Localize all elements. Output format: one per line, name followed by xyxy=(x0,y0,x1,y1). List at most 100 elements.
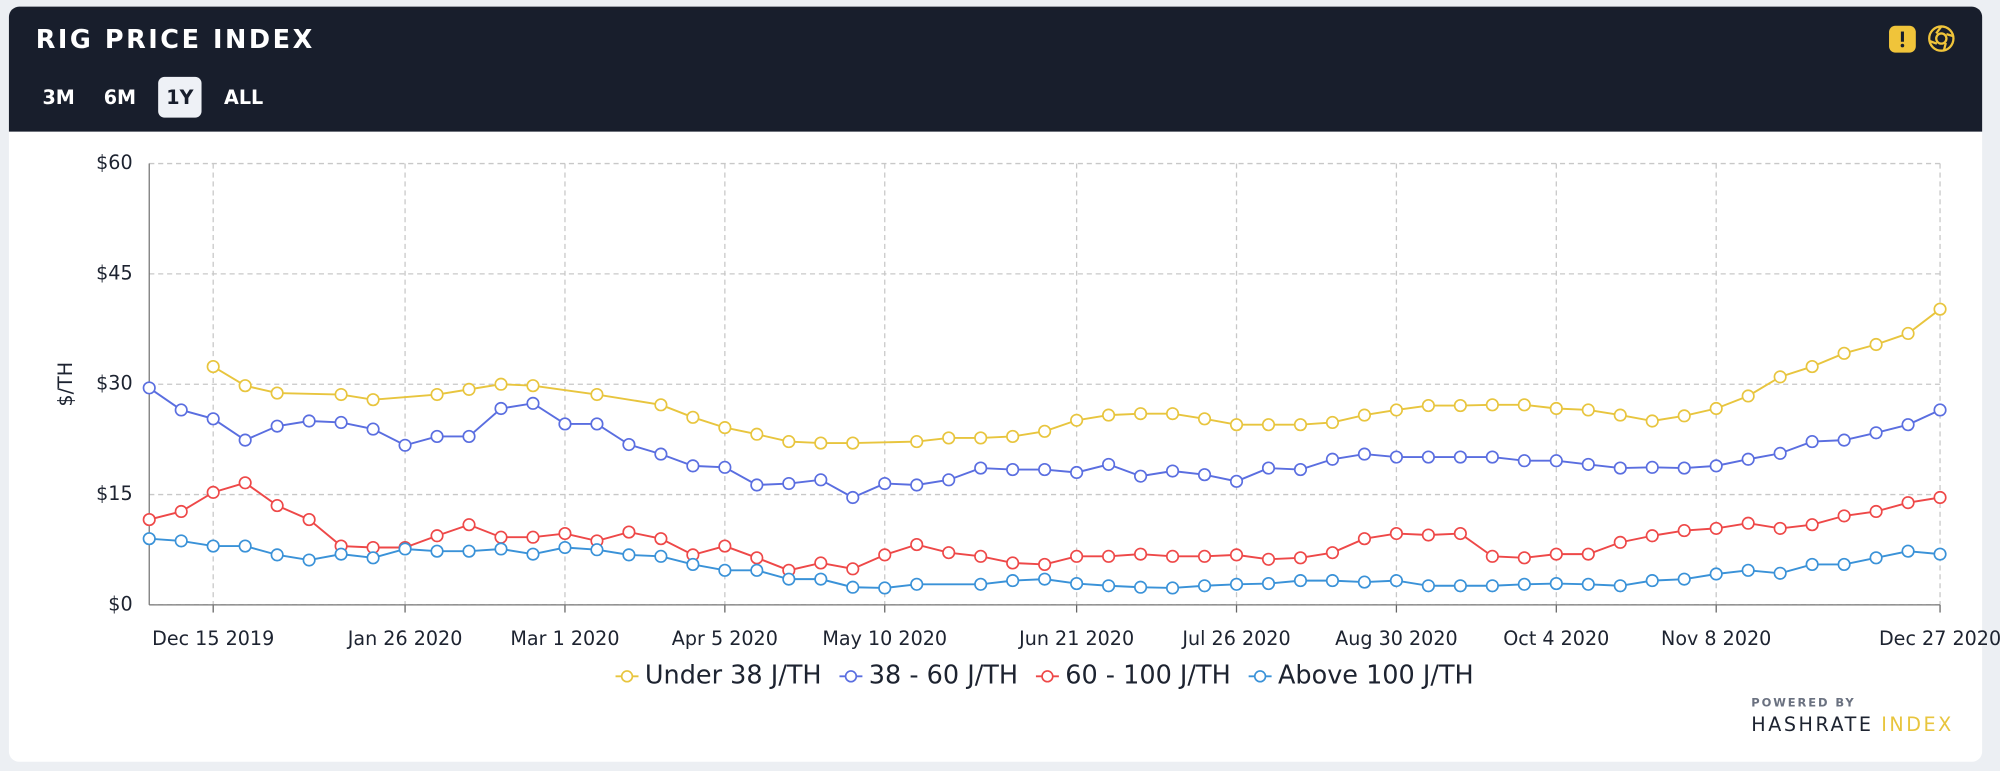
data-point xyxy=(1741,516,1755,530)
x-tick-label: Apr 5 2020 xyxy=(672,627,778,650)
range-button[interactable]: 3M xyxy=(43,86,75,109)
data-point xyxy=(782,476,796,491)
data-point xyxy=(1197,549,1212,563)
data-point xyxy=(270,548,284,562)
data-point xyxy=(1581,547,1595,561)
x-tick-label: Nov 8 2020 xyxy=(1661,627,1771,650)
data-point xyxy=(366,551,380,565)
data-point xyxy=(942,431,956,445)
data-point xyxy=(1165,581,1180,595)
data-point xyxy=(910,577,924,591)
brand-logo: HASHRATE INDEX xyxy=(1751,712,1954,735)
data-point xyxy=(910,538,924,552)
data-point xyxy=(270,499,284,513)
screenshot-icon[interactable] xyxy=(1928,25,1955,52)
range-button[interactable]: 1Y xyxy=(158,76,202,118)
range-button-bg[interactable] xyxy=(158,76,202,118)
alert-icon[interactable] xyxy=(1889,25,1916,53)
brand-accent: INDEX xyxy=(1881,712,1954,735)
data-point xyxy=(1293,551,1308,565)
alert-icon-bar[interactable] xyxy=(1900,31,1904,42)
data-point xyxy=(270,386,284,400)
legend: Under 38 J/TH 38 - 60 J/TH 60 - 100 J/TH Ab… xyxy=(615,660,1474,690)
legend-marker[interactable] xyxy=(620,670,634,683)
x-tick-label: May 10 2020 xyxy=(822,627,947,650)
range-button-label[interactable]: 1Y xyxy=(166,86,194,109)
range-button-label[interactable]: 6M xyxy=(104,86,136,109)
data-point xyxy=(1837,433,1851,447)
alert-icon-dot[interactable] xyxy=(1900,43,1905,48)
legend-item[interactable]: Above 100 J/TH xyxy=(1248,660,1474,690)
legend-label[interactable]: 38 - 60 J/TH xyxy=(869,660,1018,690)
range-button[interactable]: 6M xyxy=(104,86,136,109)
data-point xyxy=(1837,509,1851,523)
data-point xyxy=(1165,407,1180,421)
data-point xyxy=(1613,535,1627,549)
data-point xyxy=(1613,461,1627,475)
data-point xyxy=(1070,465,1084,480)
data-point xyxy=(814,436,828,450)
data-point xyxy=(750,563,764,577)
legend-label[interactable]: Under 38 J/TH xyxy=(645,660,822,690)
data-point xyxy=(1869,551,1883,565)
aperture-center[interactable] xyxy=(1935,32,1948,45)
x-tick-label: Aug 30 2020 xyxy=(1335,627,1458,650)
legend-item[interactable]: 60 - 100 J/TH xyxy=(1035,660,1231,690)
data-point xyxy=(1325,452,1340,466)
data-point xyxy=(654,398,668,412)
data-point xyxy=(1325,546,1340,560)
data-point xyxy=(494,530,508,544)
widget-title: RIG PRICE INDEX xyxy=(36,25,315,55)
legend-item[interactable]: 38 - 60 J/TH xyxy=(839,660,1018,690)
range-button-label[interactable]: ALL xyxy=(224,86,263,109)
series xyxy=(142,532,1947,595)
data-point xyxy=(1070,413,1084,427)
legend-label[interactable]: 60 - 100 J/TH xyxy=(1065,660,1231,690)
data-point xyxy=(1869,337,1883,352)
data-point xyxy=(1549,576,1563,591)
range-button-label[interactable]: 3M xyxy=(43,86,75,109)
data-point xyxy=(1389,450,1403,464)
data-point xyxy=(462,429,476,444)
legend-label[interactable]: Above 100 J/TH xyxy=(1278,660,1474,690)
data-point xyxy=(1357,408,1372,422)
card xyxy=(8,6,1983,762)
data-point xyxy=(974,577,988,591)
data-point xyxy=(718,460,732,474)
x-tick-label: Jul 26 2020 xyxy=(1181,627,1290,650)
series xyxy=(142,476,1947,577)
data-point xyxy=(494,401,508,416)
data-point xyxy=(878,581,892,595)
data-point xyxy=(430,429,444,444)
legend-marker[interactable] xyxy=(1253,670,1267,683)
data-point xyxy=(1581,403,1595,417)
data-point xyxy=(1453,450,1467,464)
data-point xyxy=(1805,557,1819,572)
data-point xyxy=(174,504,188,519)
legend-marker[interactable] xyxy=(1041,670,1054,683)
data-point xyxy=(1485,398,1499,412)
aperture-blades[interactable] xyxy=(1929,25,1954,51)
data-point xyxy=(1901,496,1915,510)
legend-item[interactable]: Under 38 J/TH xyxy=(615,660,822,690)
data-point xyxy=(1389,403,1403,417)
data-point xyxy=(1357,575,1372,589)
data-point xyxy=(846,436,860,450)
data-point xyxy=(1773,370,1787,384)
data-point xyxy=(1102,549,1116,563)
data-point xyxy=(846,562,860,576)
data-point xyxy=(142,381,156,395)
data-point xyxy=(1709,459,1723,473)
data-point xyxy=(1677,572,1691,586)
data-point xyxy=(878,476,892,491)
data-point xyxy=(526,396,540,410)
data-point xyxy=(1006,556,1020,570)
data-point xyxy=(1677,409,1691,423)
legend-marker[interactable] xyxy=(844,670,858,683)
data-point xyxy=(1709,401,1723,416)
data-point xyxy=(942,473,956,487)
data-point xyxy=(1453,579,1467,593)
data-point xyxy=(590,543,604,557)
powered-by: POWERED BY xyxy=(1751,696,1855,710)
range-button[interactable]: ALL xyxy=(224,86,263,109)
